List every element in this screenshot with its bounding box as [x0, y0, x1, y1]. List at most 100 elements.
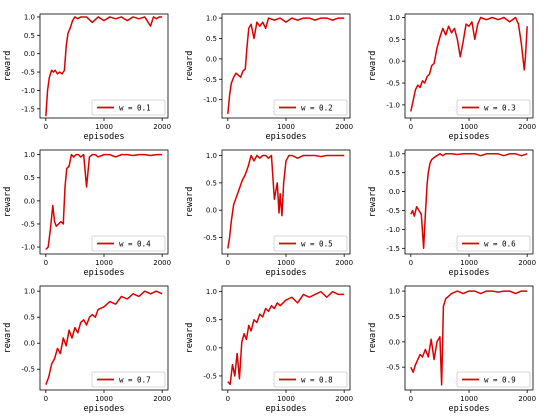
- y-tick-label: 0.5: [389, 169, 400, 177]
- y-tick-label: 0.0: [206, 207, 217, 215]
- x-tick-label: 1000: [460, 259, 478, 267]
- y-tick-label: 1.0: [389, 288, 400, 296]
- x-tick-label: 0: [44, 259, 48, 267]
- legend-label: w = 0.5: [301, 239, 333, 248]
- x-axis-label: episodes: [84, 404, 125, 414]
- subplot-9: 0 1000 2000 -0.5 0.0 0.5 1.0 episodes reward w = …: [368, 285, 536, 414]
- x-tick-label: 0: [409, 395, 413, 403]
- legend: w = 0.1: [91, 99, 166, 116]
- reward-series-line: [410, 16, 528, 112]
- x-tick-label: 0: [226, 395, 230, 403]
- legend-label: w = 0.8: [301, 375, 333, 384]
- x-tick-label: 2000: [153, 259, 171, 267]
- y-tick-label: -1.5: [21, 105, 35, 113]
- x-tick-label: 2000: [335, 259, 353, 267]
- subplot-6: 0 1000 2000 -1.5 -1.0 -0.5 0.0 0.5 1.0 episodes re…: [368, 149, 536, 278]
- y-axis-label: reward: [3, 323, 13, 354]
- y-axis-label: reward: [368, 51, 378, 82]
- subplot-3: 0 1000 2000 -1.0 -0.5 0.0 0.5 1.0 episodes reward…: [368, 13, 536, 142]
- legend-box: [273, 235, 348, 252]
- y-axis-label: reward: [185, 187, 195, 218]
- reward-series-line: [45, 290, 163, 386]
- reward-series-line: [227, 17, 345, 114]
- legend: w = 0.2: [273, 99, 348, 116]
- legend: w = 0.6: [456, 235, 531, 252]
- x-tick-label: 1000: [95, 259, 113, 267]
- y-tick-label: -1.0: [386, 101, 400, 109]
- legend-label: w = 0.7: [119, 375, 151, 384]
- y-tick-label: 0.5: [389, 313, 400, 321]
- reward-series-line: [410, 153, 528, 250]
- y-tick-label: -0.5: [386, 207, 400, 215]
- legend-box: [456, 99, 531, 116]
- subplot-1: 0 1000 2000 -1.5 -1.0 -0.5 0.0 0.5 1.0 episodes re…: [3, 13, 171, 142]
- x-axis-label: episodes: [84, 132, 125, 142]
- y-tick-label: 0.0: [24, 340, 35, 348]
- x-tick-label: 1000: [277, 395, 295, 403]
- y-tick-label: -0.5: [203, 76, 217, 84]
- x-axis-label: episodes: [266, 404, 307, 414]
- y-tick-label: 1.0: [206, 15, 217, 23]
- reward-series-line: [45, 153, 163, 250]
- x-tick-label: 1000: [460, 395, 478, 403]
- legend-label: w = 0.6: [484, 239, 516, 248]
- legend-box: [456, 371, 531, 388]
- y-tick-label: 0.5: [206, 179, 217, 187]
- reward-series-line: [227, 154, 345, 249]
- legend-label: w = 0.3: [484, 103, 516, 112]
- x-axis-label: episodes: [449, 404, 490, 414]
- subplot-8: 0 1000 2000 -0.5 0.0 0.5 1.0 episodes reward w = …: [185, 285, 353, 414]
- x-tick-label: 0: [44, 395, 48, 403]
- y-axis-label: reward: [368, 323, 378, 354]
- y-tick-label: 0.5: [24, 32, 35, 40]
- reward-series-line: [227, 290, 345, 386]
- y-tick-label: 0.0: [389, 58, 400, 66]
- x-tick-label: 2000: [153, 395, 171, 403]
- y-tick-label: 0.0: [24, 197, 35, 205]
- y-tick-label: -0.5: [21, 69, 35, 77]
- y-tick-label: 0.5: [389, 36, 400, 44]
- subplot-2: 0 1000 2000 -1.0 -0.5 0.0 0.5 1.0 episodes reward…: [185, 13, 353, 142]
- legend-label: w = 0.2: [301, 103, 333, 112]
- y-axis-label: reward: [368, 187, 378, 218]
- legend-box: [91, 235, 166, 252]
- y-tick-label: 0.0: [206, 55, 217, 63]
- y-axis-label: reward: [3, 51, 13, 82]
- legend: w = 0.7: [91, 371, 166, 388]
- y-tick-label: -0.5: [203, 234, 217, 242]
- x-tick-label: 0: [226, 123, 230, 131]
- y-tick-label: 1.0: [206, 152, 217, 160]
- x-tick-label: 1000: [277, 123, 295, 131]
- x-tick-label: 0: [44, 123, 48, 131]
- x-tick-label: 0: [409, 259, 413, 267]
- subplot-7: 0 1000 2000 -0.5 0.0 0.5 1.0 episodes reward w = …: [3, 285, 171, 414]
- y-axis-label: reward: [185, 51, 195, 82]
- y-tick-label: 0.0: [389, 338, 400, 346]
- x-tick-label: 1000: [460, 123, 478, 131]
- y-tick-label: 0.5: [24, 174, 35, 182]
- y-tick-label: -0.5: [21, 366, 35, 374]
- y-axis-label: reward: [3, 187, 13, 218]
- y-tick-label: 0.5: [24, 314, 35, 322]
- y-tick-label: 0.0: [389, 188, 400, 196]
- legend: w = 0.5: [273, 235, 348, 252]
- y-tick-label: -1.0: [386, 226, 400, 234]
- x-tick-label: 2000: [518, 395, 536, 403]
- y-tick-label: 1.0: [206, 288, 217, 296]
- y-tick-label: -1.0: [203, 96, 217, 104]
- legend-label: w = 0.4: [119, 239, 151, 248]
- subplot-5: 0 1000 2000 -0.5 0.0 0.5 1.0 episodes reward w = …: [185, 149, 353, 278]
- y-tick-label: -0.5: [203, 372, 217, 380]
- reward-series-line: [45, 16, 163, 117]
- x-tick-label: 0: [226, 259, 230, 267]
- y-tick-label: 0.0: [24, 50, 35, 58]
- y-tick-label: 1.0: [24, 151, 35, 159]
- subplot-4: 0 1000 2000 -1.0 -0.5 0.0 0.5 1.0 episodes reward…: [3, 149, 171, 278]
- x-tick-label: 2000: [335, 123, 353, 131]
- x-axis-label: episodes: [84, 268, 125, 278]
- legend: w = 0.4: [91, 235, 166, 252]
- x-tick-label: 1000: [277, 259, 295, 267]
- reward-series-line: [410, 290, 528, 386]
- y-tick-label: -1.5: [386, 245, 400, 253]
- legend-box: [273, 371, 348, 388]
